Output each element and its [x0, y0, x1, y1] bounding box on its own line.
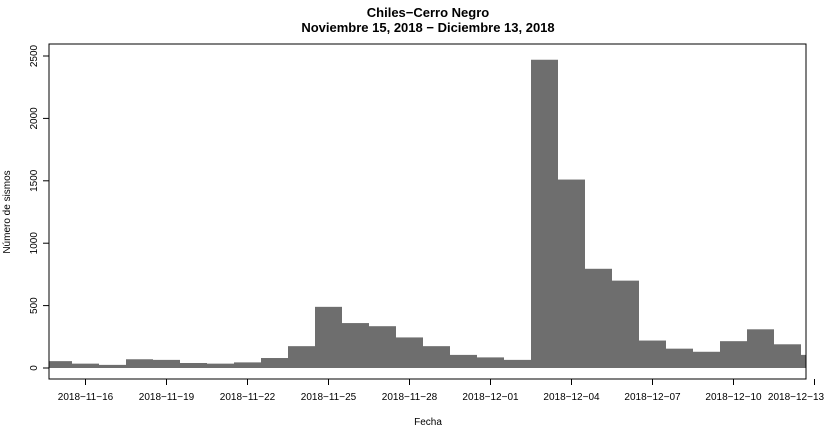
- plot-frame: [48, 43, 807, 380]
- bar: [693, 351, 720, 368]
- bar: [396, 337, 423, 368]
- x-axis: 2018−11−16 2018−11−19 2018−11−22 2018−11−25…: [58, 379, 825, 403]
- bar: [72, 363, 99, 368]
- bar: [531, 59, 558, 369]
- bar: [342, 323, 369, 368]
- bar: [126, 359, 153, 368]
- x-tick-label: 2018−11−19: [139, 392, 195, 403]
- y-tick-label: 0: [29, 365, 40, 371]
- bar: [639, 340, 666, 368]
- bar: [747, 329, 774, 368]
- x-tick-label: 2018−12−04: [543, 392, 600, 403]
- bars-group: [49, 59, 806, 369]
- bar: [180, 363, 207, 368]
- x-tick-label: 2018−11−16: [58, 392, 114, 403]
- bar: [585, 268, 612, 368]
- bar: [288, 346, 315, 368]
- bar: [369, 326, 396, 368]
- y-axis: 0 500 1000 1500 2000 2500: [29, 44, 49, 371]
- bar: [153, 359, 180, 368]
- bar: [612, 280, 639, 368]
- y-tick-label: 500: [29, 297, 40, 314]
- bar: [450, 354, 477, 368]
- bar: [261, 358, 288, 368]
- bar: [774, 344, 801, 368]
- x-tick-label: 2018−12−01: [462, 392, 519, 403]
- bar: [558, 179, 585, 368]
- y-tick-label: 2500: [29, 44, 40, 67]
- bar: [666, 348, 693, 368]
- y-tick-label: 2000: [29, 107, 40, 130]
- bar: [801, 354, 806, 368]
- bar: [315, 306, 342, 368]
- bar: [49, 361, 72, 368]
- bar: [99, 364, 126, 368]
- bar: [207, 363, 234, 368]
- bar: [423, 346, 450, 368]
- y-axis-label: Número de sismos: [2, 170, 13, 253]
- x-tick-label: 2018−11−22: [220, 392, 276, 403]
- y-tick-label: 1000: [29, 232, 40, 255]
- y-tick-label: 1500: [29, 169, 40, 192]
- chart-subtitle: Noviembre 15, 2018 − Diciembre 13, 2018: [301, 20, 554, 35]
- x-tick-label: 2018−11−25: [301, 392, 357, 403]
- x-axis-label: Fecha: [414, 417, 442, 428]
- x-tick-label: 2018−12−10: [705, 392, 762, 403]
- bar: [504, 359, 531, 368]
- bar: [234, 362, 261, 368]
- bar: [477, 357, 504, 368]
- chart-title: Chiles−Cerro Negro: [367, 5, 490, 20]
- x-tick-label: 2018−12−13: [768, 392, 825, 403]
- x-tick-label: 2018−12−07: [624, 392, 681, 403]
- x-tick-label: 2018−11−28: [382, 392, 438, 403]
- bar: [720, 341, 747, 368]
